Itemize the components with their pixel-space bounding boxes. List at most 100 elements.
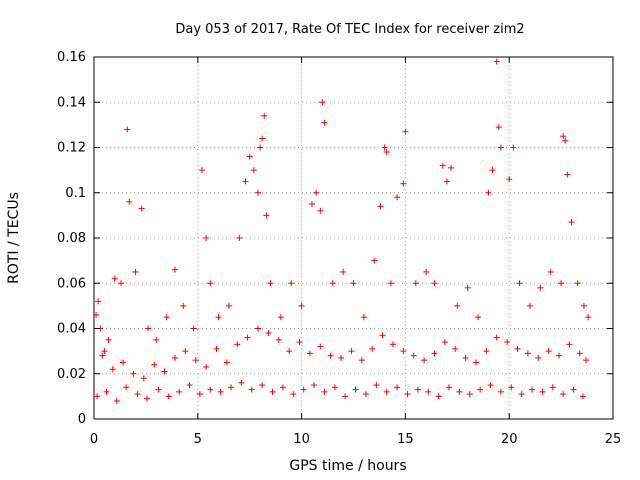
data-point [207, 280, 214, 287]
data-point [248, 386, 255, 393]
data-point [574, 280, 581, 287]
data-point [267, 280, 274, 287]
data-point [445, 384, 452, 391]
data-point [250, 167, 257, 174]
y-tick-label: 0.12 [57, 141, 86, 156]
data-point [456, 388, 463, 395]
data-point [387, 280, 394, 287]
data-point [570, 386, 577, 393]
plot-area-frame [93, 56, 614, 420]
data-point [223, 359, 230, 366]
data-point [180, 302, 187, 309]
data-point [207, 386, 214, 393]
data-point [317, 343, 324, 350]
data-point [311, 382, 318, 389]
data-point [414, 386, 421, 393]
data-point [381, 144, 388, 151]
data-point [425, 388, 432, 395]
data-point [215, 314, 222, 321]
data-point [126, 198, 133, 205]
data-point [296, 339, 303, 346]
x-tick-label: 15 [397, 432, 414, 447]
data-point [410, 352, 417, 359]
y-tick-label: 0.06 [57, 276, 86, 291]
data-point [171, 266, 178, 273]
data-point [539, 388, 546, 395]
scatter-points [93, 58, 592, 404]
data-point [161, 368, 168, 375]
data-point [213, 345, 220, 352]
data-point [485, 189, 492, 196]
data-point [423, 268, 430, 275]
data-point [300, 386, 307, 393]
data-point [464, 284, 471, 291]
data-point [269, 388, 276, 395]
data-point [369, 345, 376, 352]
data-point [113, 397, 120, 404]
data-point [288, 280, 295, 287]
y-axis-ticks: 0 0.02 0.04 0.06 0.08 0.1 0.12 0.14 0.16 [57, 50, 613, 427]
data-point [279, 384, 286, 391]
data-point [203, 363, 210, 370]
data-point [568, 219, 575, 226]
data-point [130, 370, 137, 377]
data-point [560, 391, 567, 398]
data-point [475, 314, 482, 321]
data-point [510, 144, 517, 151]
data-point [402, 128, 409, 135]
data-point [421, 357, 428, 364]
data-point [120, 359, 127, 366]
data-point [99, 352, 106, 359]
x-tick-label: 20 [501, 432, 518, 447]
data-point [265, 330, 272, 337]
data-point [462, 354, 469, 361]
data-point [134, 391, 141, 398]
data-point [506, 176, 513, 183]
data-point [196, 391, 203, 398]
y-tick-label: 0.14 [57, 95, 86, 110]
data-point [537, 284, 544, 291]
data-point [579, 393, 586, 400]
data-point [585, 314, 592, 321]
data-point [516, 280, 523, 287]
data-point [94, 393, 101, 400]
data-point [217, 388, 224, 395]
data-point [117, 280, 124, 287]
data-point [331, 384, 338, 391]
data-point [306, 350, 313, 357]
data-point [225, 302, 232, 309]
data-point [472, 359, 479, 366]
data-point [383, 388, 390, 395]
data-point [259, 135, 266, 142]
data-point [109, 366, 116, 373]
data-point [155, 386, 162, 393]
data-point [275, 336, 282, 343]
data-point [144, 325, 151, 332]
data-point [308, 201, 315, 208]
data-point [443, 178, 450, 185]
data-point [242, 178, 249, 185]
data-point [564, 171, 571, 178]
data-point [518, 391, 525, 398]
data-point [255, 189, 262, 196]
data-point [435, 393, 442, 400]
data-point [412, 280, 419, 287]
data-point [383, 149, 390, 156]
data-point [350, 280, 357, 287]
data-point [560, 133, 567, 140]
data-point [143, 395, 150, 402]
data-point [558, 280, 565, 287]
y-tick-label: 0.02 [57, 367, 86, 382]
y-tick-label: 0.04 [57, 322, 86, 337]
grid [94, 57, 613, 419]
data-point [477, 386, 484, 393]
data-point [489, 167, 496, 174]
data-point [317, 207, 324, 214]
data-point [400, 180, 407, 187]
data-point [389, 341, 396, 348]
data-point [483, 348, 490, 355]
data-point [358, 357, 365, 364]
data-point [529, 386, 536, 393]
data-point [404, 391, 411, 398]
data-point [545, 348, 552, 355]
